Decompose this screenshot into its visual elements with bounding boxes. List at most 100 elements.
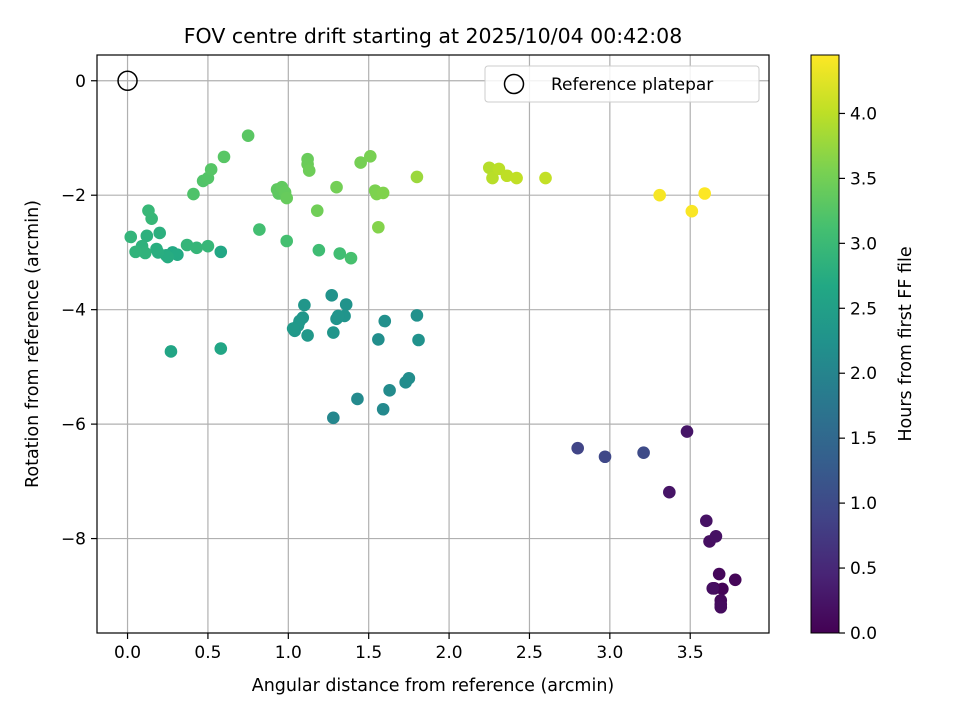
legend-box	[484, 65, 760, 103]
data-point	[330, 180, 343, 194]
colorbar-tick-label: 2.0	[850, 364, 877, 384]
data-point	[709, 529, 723, 543]
data-point	[161, 250, 175, 264]
data-point	[204, 163, 218, 176]
colorbar-tick-label: 1.0	[850, 494, 877, 514]
data-point	[728, 573, 742, 587]
data-point	[214, 342, 228, 355]
colorbar-ticks: 0.0 0.5 1.0 1.5 2.0 2.5 3.0 3.5 4.0	[839, 104, 877, 644]
data-point	[372, 333, 385, 346]
colorbar-tick-label: 3.0	[850, 234, 877, 254]
x-tick-label: 3.0	[596, 643, 623, 663]
data-point	[286, 322, 300, 335]
data-point	[201, 239, 215, 253]
data-point	[190, 241, 203, 255]
data-point	[706, 582, 720, 595]
x-tick-label: 0.0	[114, 643, 141, 663]
data-point	[333, 247, 347, 260]
data-point	[698, 187, 711, 200]
data-point	[214, 245, 228, 259]
data-point	[700, 514, 713, 528]
data-point	[637, 446, 650, 460]
data-point	[310, 204, 324, 217]
y-axis-label: Rotation from reference (arcmin)	[23, 200, 43, 488]
data-point	[280, 234, 294, 248]
data-point	[486, 171, 499, 185]
data-points	[124, 129, 742, 614]
data-point	[354, 156, 367, 169]
x-tick-label: 1.0	[275, 643, 302, 663]
data-point	[598, 450, 612, 464]
data-point	[680, 425, 694, 438]
x-axis-label: Angular distance from reference (arcmin)	[252, 676, 615, 696]
data-point	[140, 229, 154, 243]
data-point	[180, 238, 194, 252]
plot-area	[97, 55, 769, 633]
data-point	[571, 441, 584, 455]
data-point	[301, 329, 314, 342]
data-point	[325, 289, 339, 302]
colorbar-gradient	[810, 54, 840, 634]
data-point	[164, 345, 178, 358]
colorbar: 0.0 0.5 1.0 1.5 2.0 2.5 3.0 3.5 4.0 Hours from f…	[810, 54, 916, 644]
data-point	[327, 326, 340, 339]
data-point	[331, 309, 345, 323]
data-point	[383, 384, 396, 397]
colorbar-tick-label: 3.5	[850, 169, 877, 189]
plot-frame	[96, 54, 770, 634]
data-point	[124, 230, 138, 244]
data-point	[500, 169, 514, 183]
data-point	[129, 245, 142, 259]
data-point	[153, 226, 166, 240]
colorbar-tick-label: 4.0	[850, 104, 877, 124]
x-tick-label: 2.0	[436, 643, 463, 663]
data-point	[351, 392, 364, 406]
data-point	[150, 242, 163, 256]
colorbar-tick-label: 1.5	[850, 429, 877, 449]
data-point	[344, 251, 358, 265]
data-point	[376, 186, 390, 200]
x-tick-label: 2.5	[516, 643, 543, 663]
data-point	[714, 600, 728, 614]
colorbar-tick-label: 0.5	[850, 559, 877, 579]
y-tick-label: −4	[61, 301, 86, 321]
legend-marker-icon	[503, 73, 525, 95]
data-point	[539, 171, 552, 185]
y-tick-label: −8	[61, 530, 86, 550]
data-point	[217, 150, 231, 164]
data-point	[716, 582, 729, 596]
data-point	[410, 309, 424, 322]
colorbar-label: Hours from first FF file	[896, 246, 916, 441]
colorbar-tick-label: 0.0	[850, 624, 877, 644]
data-point	[378, 314, 392, 328]
data-point	[241, 129, 255, 142]
data-point	[410, 170, 424, 184]
legend: Reference platepar	[484, 65, 760, 103]
data-point	[280, 191, 294, 205]
data-point	[482, 161, 496, 175]
data-point	[376, 402, 390, 416]
data-point	[685, 204, 699, 218]
y-axis-ticks: 0 −2 −4 −6 −8	[61, 72, 97, 550]
data-point	[339, 298, 353, 311]
data-point	[372, 220, 385, 234]
data-point	[302, 164, 316, 177]
x-tick-label: 1.5	[355, 643, 382, 663]
data-point	[138, 246, 152, 260]
y-tick-label: −6	[61, 415, 86, 435]
data-point	[510, 171, 523, 185]
reference-platepar-marker	[117, 70, 138, 92]
data-point	[412, 333, 425, 347]
x-tick-label: 0.5	[194, 643, 221, 663]
data-point	[663, 485, 676, 499]
data-point	[171, 248, 184, 262]
data-point	[712, 567, 726, 581]
data-point	[653, 188, 666, 202]
data-point	[253, 223, 266, 236]
y-tick-label: −2	[61, 186, 86, 206]
data-point	[142, 204, 155, 217]
chart-title: FOV centre drift starting at 2025/10/04 …	[184, 24, 683, 48]
x-axis-ticks: 0.0 0.5 1.0 1.5 2.0 2.5 3.0 3.5	[114, 633, 704, 663]
colorbar-tick-label: 2.5	[850, 299, 877, 319]
